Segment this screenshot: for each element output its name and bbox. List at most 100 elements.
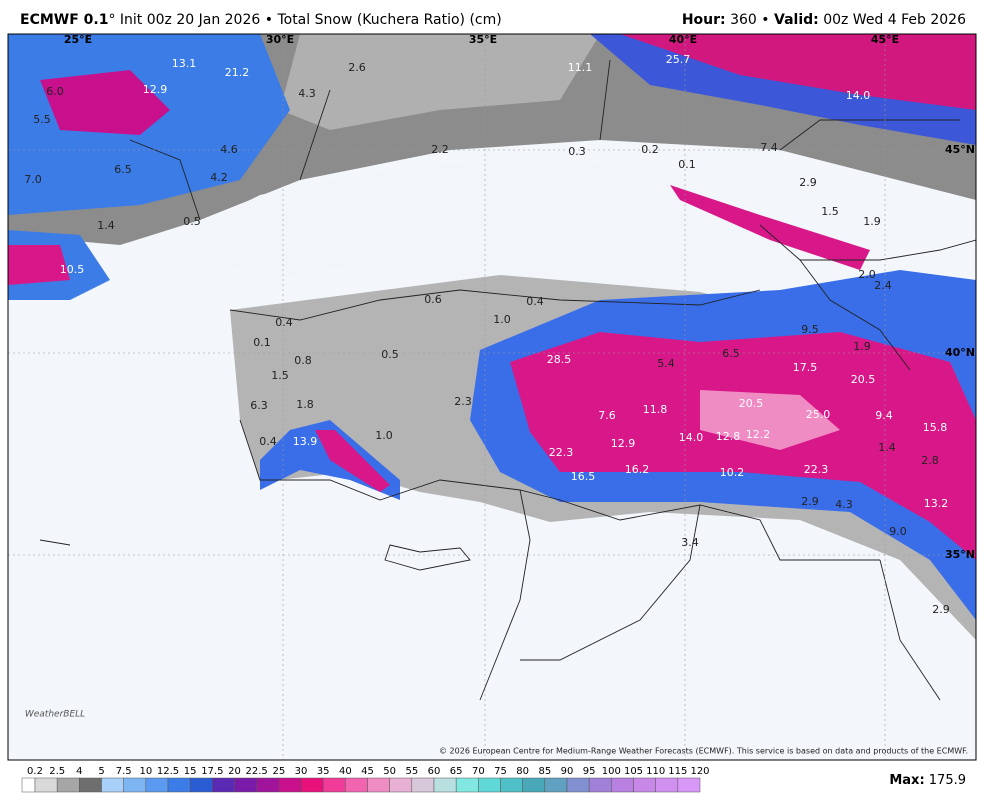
colorbar-swatch <box>79 777 102 793</box>
colorbar-tick: 115 <box>668 766 687 777</box>
colorbar: 0.2 2.5 4 5 7.5 10 12.5 15 17.5 20 22.5 25 30 35 40 45 5… <box>21 766 710 793</box>
map-value: 13.2 <box>924 497 949 510</box>
colorbar-tick: 15 <box>184 766 197 777</box>
valid: 00z Wed 4 Feb 2026 <box>823 12 966 28</box>
map-value: 1.8 <box>296 398 314 411</box>
map-value: 9.5 <box>801 323 819 336</box>
snow-area <box>620 34 976 110</box>
grid-label: 45°E <box>871 33 899 46</box>
colorbar-tick: 22.5 <box>246 766 268 777</box>
colorbar-swatch <box>433 777 457 793</box>
grid-label: 30°E <box>266 33 294 46</box>
map-value: 2.9 <box>932 603 950 616</box>
map-value: 2.2 <box>431 143 449 156</box>
map-value: 5.5 <box>33 113 51 126</box>
colorbar-swatch <box>522 777 546 793</box>
map-value: 0.5 <box>183 215 201 228</box>
colorbar-tick: 55 <box>405 766 418 777</box>
map-value: 2.9 <box>801 495 819 508</box>
colorbar-tick: 30 <box>295 766 308 777</box>
degree: ° <box>108 12 115 28</box>
grid-label: 45°N <box>945 143 975 156</box>
colorbar-tick: 17.5 <box>201 766 223 777</box>
map-value: 6.3 <box>250 399 268 412</box>
colorbar-swatch <box>101 777 124 793</box>
map-value: 11.8 <box>643 403 668 416</box>
map-value: 0.4 <box>526 295 544 308</box>
colorbar-tick: 2.5 <box>49 766 65 777</box>
map-value: 25.7 <box>666 53 691 66</box>
colorbar-swatch <box>611 777 634 793</box>
map-value: 28.5 <box>547 353 572 366</box>
colorbar-tick: 80 <box>516 766 529 777</box>
map-value: 15.8 <box>923 421 948 434</box>
copyright: © 2026 European Centre for Medium-Range … <box>439 747 968 756</box>
colorbar-swatch <box>588 777 612 793</box>
map-value: 20.5 <box>851 373 876 386</box>
grid-label: 40°E <box>669 33 697 46</box>
map-value: 0.3 <box>568 145 586 158</box>
colorbar-swatch <box>300 777 324 793</box>
colorbar-tick: 7.5 <box>116 766 132 777</box>
colorbar-swatch <box>500 777 523 793</box>
map-value: 1.0 <box>375 429 393 442</box>
product: Total Snow (Kuchera Ratio) (cm) <box>276 12 501 28</box>
hour-label: Hour: <box>682 12 726 28</box>
colorbar-swatch <box>278 777 302 793</box>
colorbar-tick: 60 <box>428 766 441 777</box>
map-value: 12.8 <box>716 430 741 443</box>
map-value: 12.9 <box>143 83 168 96</box>
map-value: 1.0 <box>493 313 511 326</box>
map-value: 9.4 <box>875 409 893 422</box>
colorbar-tick: 40 <box>339 766 352 777</box>
colorbar-tick: 4 <box>76 766 82 777</box>
colorbar-swatch <box>56 777 80 793</box>
init: Init 00z 20 Jan 2026 <box>120 12 260 28</box>
map-value: 1.4 <box>878 441 896 454</box>
map-value: 11.1 <box>568 61 593 74</box>
map-value: 2.9 <box>799 176 817 189</box>
colorbar-tick: 90 <box>561 766 574 777</box>
map-value: 6.5 <box>114 163 132 176</box>
sea <box>200 160 790 310</box>
max: Max: 175.9 <box>889 773 966 788</box>
map-value: 1.5 <box>271 369 289 382</box>
colorbar-tick: 5 <box>98 766 104 777</box>
map-value: 14.0 <box>679 431 704 444</box>
map-value: 2.6 <box>348 61 366 74</box>
map-value: 0.1 <box>253 336 271 349</box>
map-value: 7.0 <box>24 173 42 186</box>
map-value: 4.6 <box>220 143 238 156</box>
colorbar-swatch <box>189 777 213 793</box>
map-labels: 25°E 30°E 35°E 40°E 45°E 45°N 40°N 35°N 13.1 21.2… <box>24 33 975 616</box>
colorbar-swatch <box>145 777 169 793</box>
colorbar-tick: 120 <box>690 766 709 777</box>
colorbar-tick: 70 <box>472 766 485 777</box>
map-value: 10.2 <box>720 466 745 479</box>
map-value: 0.4 <box>275 316 293 329</box>
colorbar-tick: 35 <box>317 766 330 777</box>
map-value: 1.4 <box>97 219 115 232</box>
colorbar-tick: 10 <box>139 766 152 777</box>
colorbar-swatch <box>544 777 568 793</box>
colorbar-swatch <box>389 777 413 793</box>
colorbar-swatch <box>212 777 235 793</box>
colorbar-swatch <box>167 777 191 793</box>
grid-label: 40°N <box>945 346 975 359</box>
colorbar-tick: 100 <box>602 766 621 777</box>
colorbar-tick: 75 <box>494 766 507 777</box>
colorbar-tick: 105 <box>624 766 643 777</box>
map-value: 13.9 <box>293 435 318 448</box>
logo: WeatherBELL <box>25 710 85 720</box>
colorbar-tick: 65 <box>450 766 463 777</box>
colorbar-tick: 20 <box>228 766 241 777</box>
colorbar-swatch <box>34 777 58 793</box>
snow-area <box>700 390 840 450</box>
snow-area <box>510 332 976 560</box>
colorbar-tick: 12.5 <box>157 766 179 777</box>
map: 25°E 30°E 35°E 40°E 45°E 45°N 40°N 35°N 13.1 21.2… <box>8 33 976 760</box>
map-value: 7.6 <box>598 409 616 422</box>
map-value: 2.8 <box>921 454 939 467</box>
colorbar-swatch <box>455 777 479 793</box>
